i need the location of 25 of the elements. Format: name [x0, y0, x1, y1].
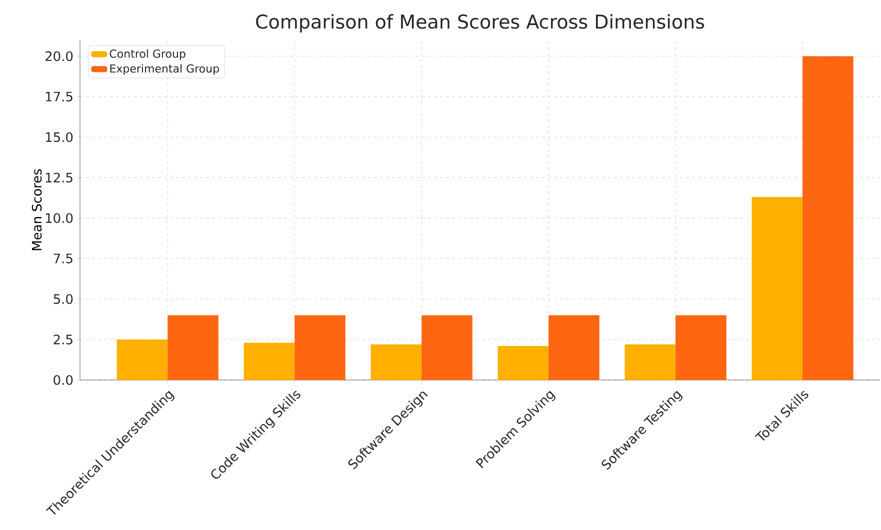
legend-label: Control Group — [110, 49, 186, 60]
y-tick-label: 5.0 — [54, 294, 73, 304]
chart-title: Comparison of Mean Scores Across Dimensions — [256, 14, 704, 32]
bar — [116, 340, 168, 380]
y-tick-label: 10.0 — [46, 213, 73, 224]
bar — [548, 315, 600, 380]
bar — [168, 315, 218, 380]
y-tick-label: 15.0 — [46, 132, 73, 142]
bar — [422, 315, 472, 380]
y-axis-title: Mean Scores — [32, 169, 42, 250]
bar — [498, 346, 549, 380]
y-tick-label: 7.5 — [54, 254, 72, 264]
y-tick-label: 2.5 — [54, 334, 72, 344]
bar — [624, 344, 676, 380]
bar — [294, 315, 346, 380]
y-tick-label: 12.5 — [46, 172, 72, 183]
legend-label: Experimental Group — [110, 64, 219, 75]
y-tick-label: 20.0 — [45, 51, 73, 62]
y-tick-label: 0.0 — [54, 375, 73, 385]
bar — [370, 344, 422, 380]
y-tick-label: 17.5 — [46, 92, 72, 102]
bar — [244, 342, 295, 380]
bar — [752, 197, 803, 380]
bar — [802, 56, 854, 380]
bar — [676, 315, 726, 380]
